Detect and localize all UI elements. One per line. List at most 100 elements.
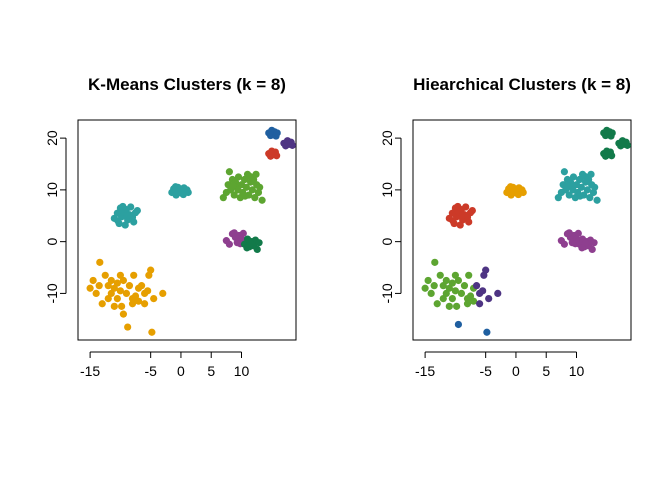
data-point bbox=[114, 217, 122, 225]
data-point bbox=[107, 276, 115, 285]
data-point bbox=[451, 287, 459, 295]
hierarchical-panel: Hiearchical Clusters (k = 8) -15 -5 0 5 10 20… bbox=[379, 75, 632, 379]
data-point bbox=[608, 129, 616, 137]
data-point bbox=[587, 170, 595, 178]
data-point bbox=[242, 183, 250, 191]
data-point bbox=[95, 282, 103, 290]
data-point bbox=[98, 300, 106, 308]
data-point bbox=[619, 139, 627, 147]
data-point bbox=[430, 282, 438, 290]
data-point bbox=[560, 240, 568, 248]
data-point bbox=[565, 191, 573, 199]
data-point bbox=[248, 186, 256, 194]
data-point bbox=[433, 300, 441, 308]
chart-title: K-Means Clusters (k = 8) bbox=[88, 75, 286, 94]
y-tick-label: -10 bbox=[379, 283, 395, 303]
data-point bbox=[241, 192, 249, 200]
y-tick-label: 10 bbox=[44, 182, 60, 198]
data-point bbox=[476, 300, 484, 308]
data-point bbox=[458, 212, 466, 220]
data-point bbox=[569, 186, 577, 194]
data-point bbox=[465, 218, 473, 226]
data-point bbox=[119, 202, 127, 211]
data-point bbox=[284, 139, 292, 147]
data-point bbox=[588, 245, 596, 254]
data-point bbox=[130, 271, 138, 279]
data-point bbox=[150, 294, 158, 303]
data-point bbox=[472, 282, 481, 290]
y-tick-label: 20 bbox=[44, 130, 60, 146]
data-point bbox=[564, 182, 572, 190]
data-point bbox=[560, 168, 568, 176]
data-point bbox=[479, 287, 487, 295]
data-point bbox=[239, 229, 247, 237]
data-point bbox=[448, 294, 456, 303]
data-point bbox=[127, 203, 135, 211]
data-point bbox=[485, 294, 493, 303]
data-point bbox=[229, 182, 237, 190]
data-point bbox=[448, 279, 456, 287]
y-tick-label: -10 bbox=[44, 283, 60, 303]
data-point bbox=[581, 172, 589, 181]
data-point bbox=[593, 196, 601, 204]
x-tick-label: 10 bbox=[234, 363, 250, 379]
data-point bbox=[122, 289, 131, 298]
data-point bbox=[92, 289, 100, 298]
data-point bbox=[256, 183, 264, 191]
data-point bbox=[463, 300, 472, 308]
data-point bbox=[230, 191, 238, 199]
data-point bbox=[130, 218, 138, 226]
data-point bbox=[578, 244, 586, 252]
x-tick-label: 0 bbox=[512, 363, 520, 379]
data-point bbox=[431, 258, 439, 266]
data-point bbox=[110, 302, 118, 310]
data-point bbox=[225, 168, 233, 176]
plot-frame bbox=[412, 119, 632, 341]
data-point bbox=[159, 289, 167, 298]
data-point bbox=[603, 150, 611, 158]
y-tick-label: 10 bbox=[379, 182, 395, 198]
plot-frame bbox=[77, 119, 297, 341]
data-point bbox=[468, 206, 476, 215]
data-point bbox=[147, 266, 155, 274]
data-point bbox=[436, 271, 444, 279]
y-tick-label: 0 bbox=[379, 238, 395, 246]
data-point bbox=[576, 192, 584, 200]
y-tick-label: 20 bbox=[379, 130, 395, 146]
data-point bbox=[569, 173, 578, 181]
data-point bbox=[591, 183, 599, 191]
data-point bbox=[445, 302, 453, 310]
data-point bbox=[590, 239, 598, 247]
data-point bbox=[251, 194, 259, 202]
data-point bbox=[179, 190, 187, 199]
data-point bbox=[171, 183, 180, 191]
x-tick-label: -5 bbox=[144, 363, 157, 379]
data-point bbox=[253, 245, 261, 254]
x-tick-label: 5 bbox=[207, 363, 215, 379]
data-point bbox=[258, 196, 266, 204]
data-point bbox=[96, 258, 104, 266]
data-point bbox=[134, 297, 143, 305]
data-point bbox=[225, 240, 233, 248]
data-point bbox=[469, 297, 478, 305]
data-point bbox=[454, 320, 463, 329]
chart-title: Hiearchical Clusters (k = 8) bbox=[413, 75, 631, 94]
data-point bbox=[119, 276, 128, 285]
data-point bbox=[424, 276, 432, 285]
data-point bbox=[89, 276, 97, 285]
data-point bbox=[113, 294, 121, 303]
data-point bbox=[119, 310, 128, 318]
data-point bbox=[577, 183, 585, 191]
x-tick-label: 0 bbox=[177, 363, 185, 379]
data-point bbox=[454, 202, 462, 211]
data-point bbox=[255, 239, 263, 247]
data-point bbox=[574, 229, 582, 237]
data-point bbox=[514, 190, 522, 199]
data-point bbox=[421, 284, 429, 292]
data-point bbox=[148, 328, 156, 336]
data-point bbox=[449, 217, 457, 225]
data-point bbox=[230, 229, 238, 237]
data-point bbox=[482, 266, 490, 274]
data-point bbox=[565, 229, 573, 237]
